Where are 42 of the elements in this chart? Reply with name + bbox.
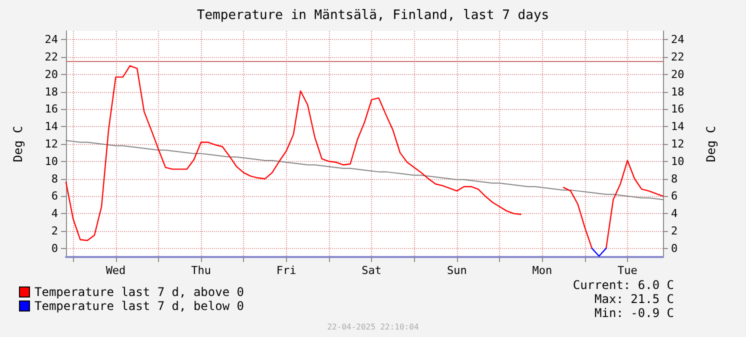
text: 22-04-2025 22:10:04 — [327, 322, 419, 332]
legend-label: Temperature last 7 d, above 0 — [34, 285, 244, 299]
y2-tick-label: 20 — [671, 68, 684, 81]
x-tick-label: Sun — [446, 264, 467, 277]
y-tick-label: 6 — [51, 190, 58, 203]
y-tick-label: 14 — [44, 120, 58, 134]
x-tick-label: Thu — [191, 264, 211, 277]
y2-tick-label: 14 — [671, 120, 685, 134]
x-tick-label: Fri — [276, 264, 296, 277]
text: Min: -0.9 C — [594, 306, 674, 320]
y-tick-label: 24 — [44, 33, 58, 46]
y2-axis-title: Deg C — [704, 126, 718, 162]
y2-tick-label: 8 — [671, 172, 678, 186]
y2-tick-label: 16 — [671, 102, 684, 116]
y-tick-label: 20 — [44, 68, 58, 81]
x-tick-label: Sat — [362, 264, 382, 277]
x-tick-label: Tue — [618, 264, 638, 277]
y2-tick-label: 12 — [671, 138, 684, 150]
y2-tick-label: 4 — [671, 207, 678, 220]
y2-tick-label: 6 — [671, 190, 678, 203]
y-tick-label: 22 — [44, 50, 58, 64]
y-tick-label: 8 — [51, 172, 58, 186]
y2-tick-label: 0 — [671, 242, 678, 255]
y-tick-label: 10 — [44, 154, 58, 168]
y2-tick-label: 18 — [671, 85, 684, 98]
y2-tick-label: 22 — [671, 50, 684, 64]
legend-label: Temperature last 7 d, below 0 — [34, 299, 244, 313]
chart-title: Temperature in Mäntsälä, Finland, last 7 days — [196, 8, 550, 23]
y-tick-label: 12 — [44, 138, 58, 150]
text: Max: 21.5 C — [594, 292, 674, 306]
y-tick-label: 0 — [51, 242, 58, 255]
x-tick-label: Mon — [532, 264, 552, 277]
x-tick-label: Wed — [106, 264, 126, 277]
y-tick-label: 16 — [44, 102, 58, 116]
y-tick-label: 2 — [51, 224, 58, 238]
text: Current: 6.0 C — [572, 278, 674, 292]
y-tick-label: 4 — [51, 207, 58, 220]
y-axis-title: Deg C — [11, 126, 25, 162]
y2-tick-label: 2 — [671, 224, 678, 238]
y-tick-label: 18 — [44, 85, 58, 98]
y2-tick-label: 24 — [671, 33, 685, 46]
y2-tick-label: 10 — [671, 154, 684, 168]
